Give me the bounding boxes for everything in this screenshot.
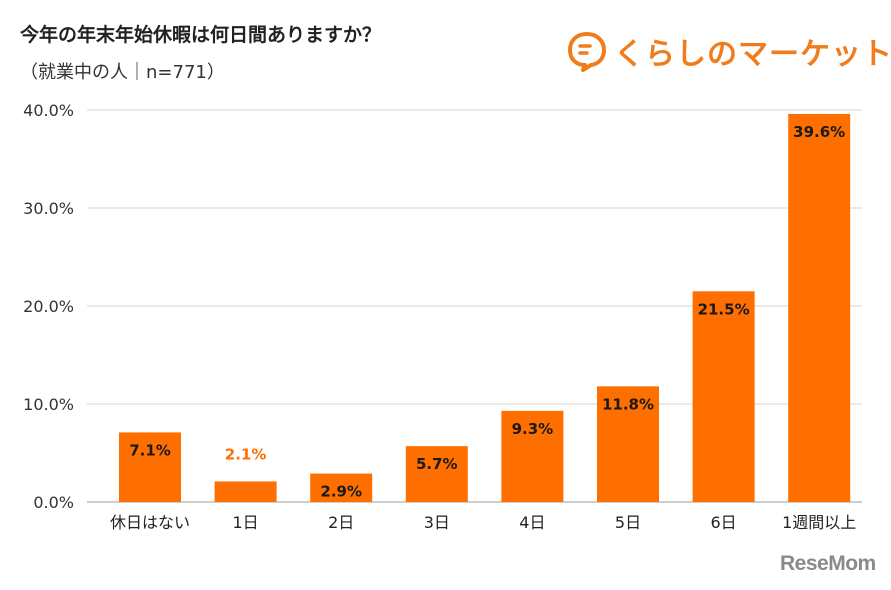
- y-tick-label: 10.0%: [23, 395, 74, 414]
- brand-logo: くらしのマーケット: [566, 26, 891, 76]
- resemom-watermark: ReseMom: [780, 552, 876, 575]
- data-label: 39.6%: [793, 123, 845, 141]
- bar: [788, 113, 851, 503]
- x-tick-label: 1日: [233, 513, 259, 532]
- brand-logo-text: くらしのマーケット: [614, 37, 891, 72]
- speech-bubble-logo-icon: [568, 32, 606, 72]
- chart-subtitle: （就業中の人｜n=771）: [20, 62, 225, 83]
- x-tick-label: 4日: [519, 513, 545, 532]
- x-tick-label: 1週間以上: [782, 513, 856, 532]
- y-tick-label: 40.0%: [23, 101, 74, 120]
- bar: [310, 473, 373, 502]
- data-label: 21.5%: [698, 300, 750, 318]
- bar: [214, 481, 277, 502]
- data-label: 2.1%: [225, 445, 267, 463]
- x-tick-label: 休日はない: [110, 513, 190, 532]
- bar: [597, 386, 659, 502]
- data-label: 5.7%: [416, 455, 458, 473]
- data-label: 2.9%: [320, 483, 362, 501]
- chart-title: 今年の年末年始休暇は何日間ありますか？: [20, 24, 382, 46]
- data-label: 9.3%: [512, 420, 554, 438]
- y-tick-label: 20.0%: [23, 297, 74, 316]
- bar: [501, 410, 564, 502]
- x-tick-label: 5日: [615, 513, 641, 532]
- x-tick-label: 3日: [424, 513, 450, 532]
- x-tick-label: 6日: [711, 513, 737, 532]
- bar: [692, 291, 755, 502]
- x-tick-label: 2日: [328, 513, 354, 532]
- y-tick-label: 30.0%: [23, 199, 74, 218]
- bar: [119, 432, 181, 502]
- data-label: 11.8%: [602, 395, 654, 413]
- bar: [405, 446, 468, 502]
- y-tick-label: 0.0%: [33, 493, 74, 512]
- data-label: 7.1%: [129, 441, 171, 459]
